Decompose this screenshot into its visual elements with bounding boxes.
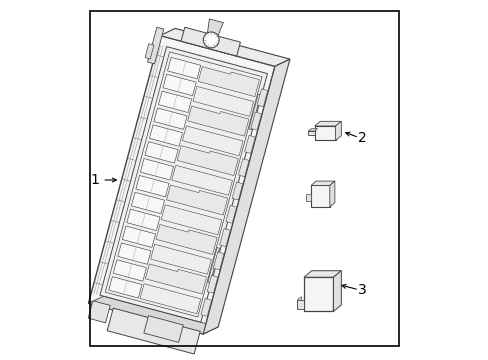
Polygon shape	[193, 86, 253, 116]
Polygon shape	[145, 264, 206, 294]
Polygon shape	[182, 126, 243, 156]
Polygon shape	[131, 192, 164, 214]
Polygon shape	[149, 125, 182, 146]
Text: 1: 1	[90, 173, 100, 187]
Polygon shape	[297, 297, 301, 309]
Polygon shape	[250, 112, 261, 130]
Polygon shape	[126, 209, 160, 231]
Polygon shape	[166, 185, 227, 215]
Polygon shape	[248, 94, 260, 130]
Polygon shape	[303, 271, 341, 277]
Polygon shape	[307, 129, 317, 131]
Polygon shape	[88, 36, 274, 334]
Polygon shape	[177, 145, 238, 176]
Polygon shape	[238, 159, 248, 177]
Polygon shape	[232, 182, 242, 200]
Polygon shape	[310, 181, 334, 185]
Bar	[89, 11, 399, 346]
Polygon shape	[310, 185, 329, 207]
Polygon shape	[203, 59, 289, 334]
Polygon shape	[113, 260, 146, 281]
Polygon shape	[147, 27, 163, 64]
Polygon shape	[163, 74, 196, 96]
Text: 2: 2	[357, 131, 366, 144]
Polygon shape	[314, 121, 341, 126]
Polygon shape	[225, 205, 236, 223]
Polygon shape	[136, 175, 169, 197]
Polygon shape	[150, 244, 211, 274]
Polygon shape	[207, 19, 223, 36]
Polygon shape	[88, 296, 218, 334]
Polygon shape	[201, 298, 211, 316]
Polygon shape	[161, 205, 222, 235]
Polygon shape	[171, 165, 232, 195]
Polygon shape	[198, 67, 259, 96]
Polygon shape	[167, 57, 200, 79]
Polygon shape	[303, 277, 333, 311]
Polygon shape	[143, 316, 183, 342]
Polygon shape	[107, 308, 200, 354]
Polygon shape	[181, 27, 240, 56]
Polygon shape	[140, 284, 200, 314]
Polygon shape	[100, 46, 267, 322]
Polygon shape	[297, 300, 303, 309]
Polygon shape	[219, 229, 230, 247]
Polygon shape	[207, 275, 217, 293]
Circle shape	[203, 32, 219, 48]
Polygon shape	[145, 44, 154, 59]
Polygon shape	[207, 248, 219, 283]
Polygon shape	[158, 91, 191, 113]
Polygon shape	[187, 106, 248, 136]
Polygon shape	[118, 243, 151, 264]
Polygon shape	[154, 108, 187, 129]
Polygon shape	[257, 89, 267, 107]
Polygon shape	[335, 121, 341, 140]
Polygon shape	[88, 301, 110, 323]
Polygon shape	[213, 252, 224, 270]
Polygon shape	[144, 142, 178, 163]
Polygon shape	[156, 225, 217, 255]
Polygon shape	[122, 226, 155, 247]
Polygon shape	[333, 271, 341, 311]
Polygon shape	[307, 131, 314, 135]
Polygon shape	[108, 276, 142, 298]
Polygon shape	[329, 181, 334, 207]
Polygon shape	[140, 158, 173, 180]
Text: 3: 3	[357, 283, 366, 297]
Polygon shape	[305, 194, 310, 201]
Polygon shape	[314, 126, 335, 140]
Polygon shape	[160, 28, 289, 66]
Polygon shape	[244, 135, 255, 153]
